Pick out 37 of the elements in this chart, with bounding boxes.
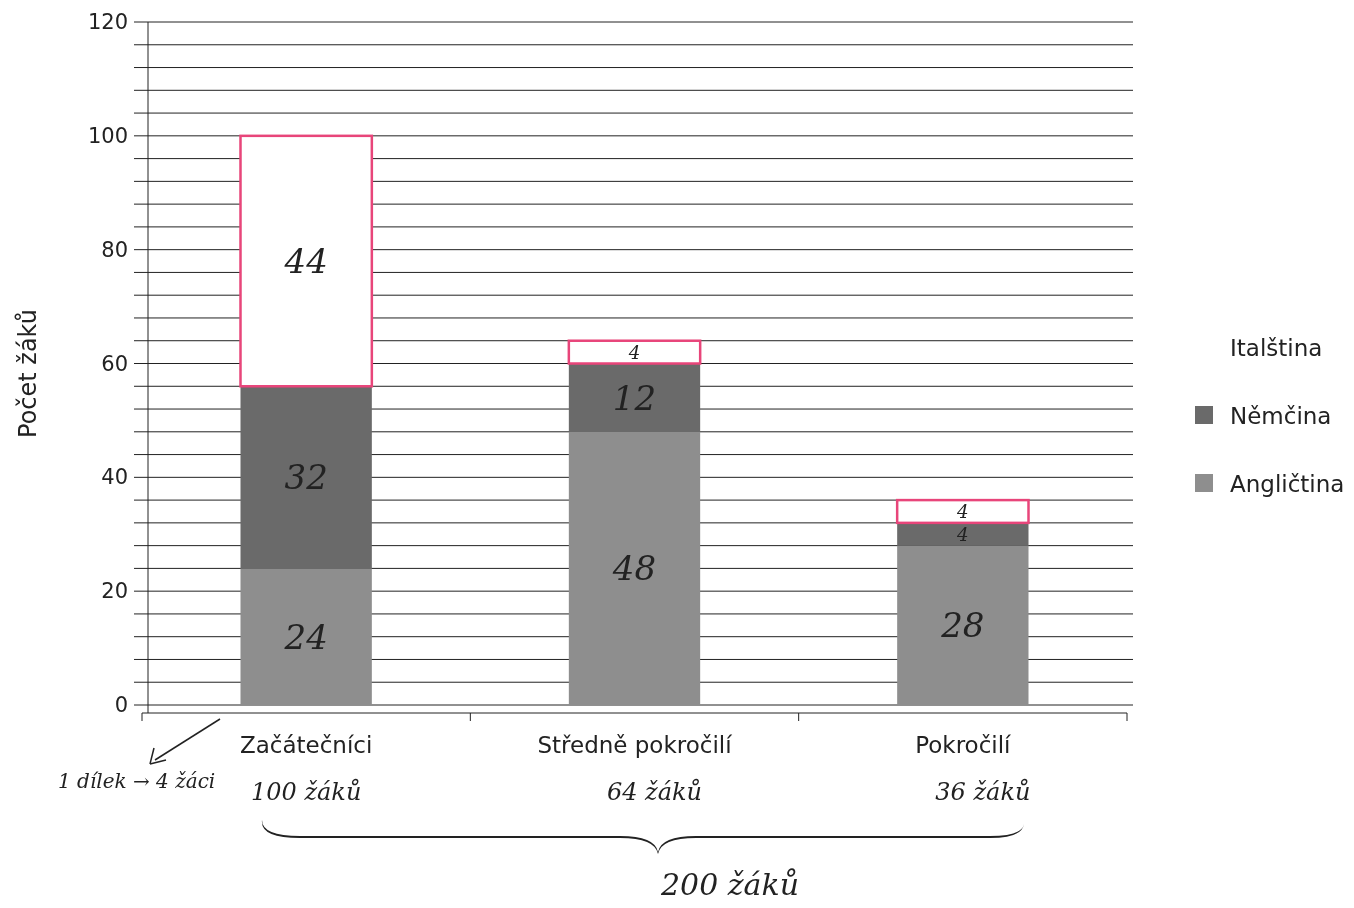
- bar: [240, 386, 372, 569]
- legend-label: Němčina: [1230, 403, 1332, 429]
- bar: [568, 363, 701, 432]
- bar: [897, 545, 1029, 705]
- bar: [240, 568, 372, 705]
- data-label: 4: [627, 341, 641, 363]
- x-tick-label: Pokročilí: [915, 732, 1012, 758]
- text: Italština: [1230, 335, 1323, 361]
- y-tick-label: 0: [114, 693, 128, 717]
- y-tick-label: 40: [101, 465, 128, 490]
- y-tick-label: 60: [101, 351, 128, 376]
- data-label: 32: [284, 457, 328, 498]
- x-tick-label: Středně pokročilí: [537, 732, 733, 758]
- bar: [897, 522, 1029, 546]
- data-label: 28: [940, 605, 985, 646]
- y-tick-label: 20: [101, 579, 128, 604]
- text: 64 žáků: [606, 778, 703, 806]
- data-label: 12: [612, 377, 657, 418]
- data-label: 4: [956, 523, 969, 545]
- y-tick-label: 100: [87, 123, 128, 148]
- bar: [239, 134, 374, 388]
- bar: [895, 498, 1030, 525]
- bar: [568, 431, 701, 705]
- text: 36 žáků: [935, 778, 1031, 806]
- data-label: 24: [283, 616, 328, 657]
- bar: [567, 339, 702, 365]
- text: 100 žáků: [250, 778, 362, 806]
- data-label: 44: [283, 241, 328, 282]
- text: 1 dílek → 4 žáci: [58, 769, 216, 793]
- x-tick-label: Začátečníci: [239, 732, 373, 758]
- text: 200 žáků: [660, 867, 799, 902]
- y-tick-label: 120: [87, 10, 128, 34]
- legend-label: Angličtina: [1230, 471, 1345, 497]
- data-label: 48: [611, 548, 657, 589]
- y-axis-title: Počet žáků: [14, 309, 42, 438]
- data-label: 4: [956, 500, 969, 522]
- y-tick-label: 80: [101, 237, 128, 262]
